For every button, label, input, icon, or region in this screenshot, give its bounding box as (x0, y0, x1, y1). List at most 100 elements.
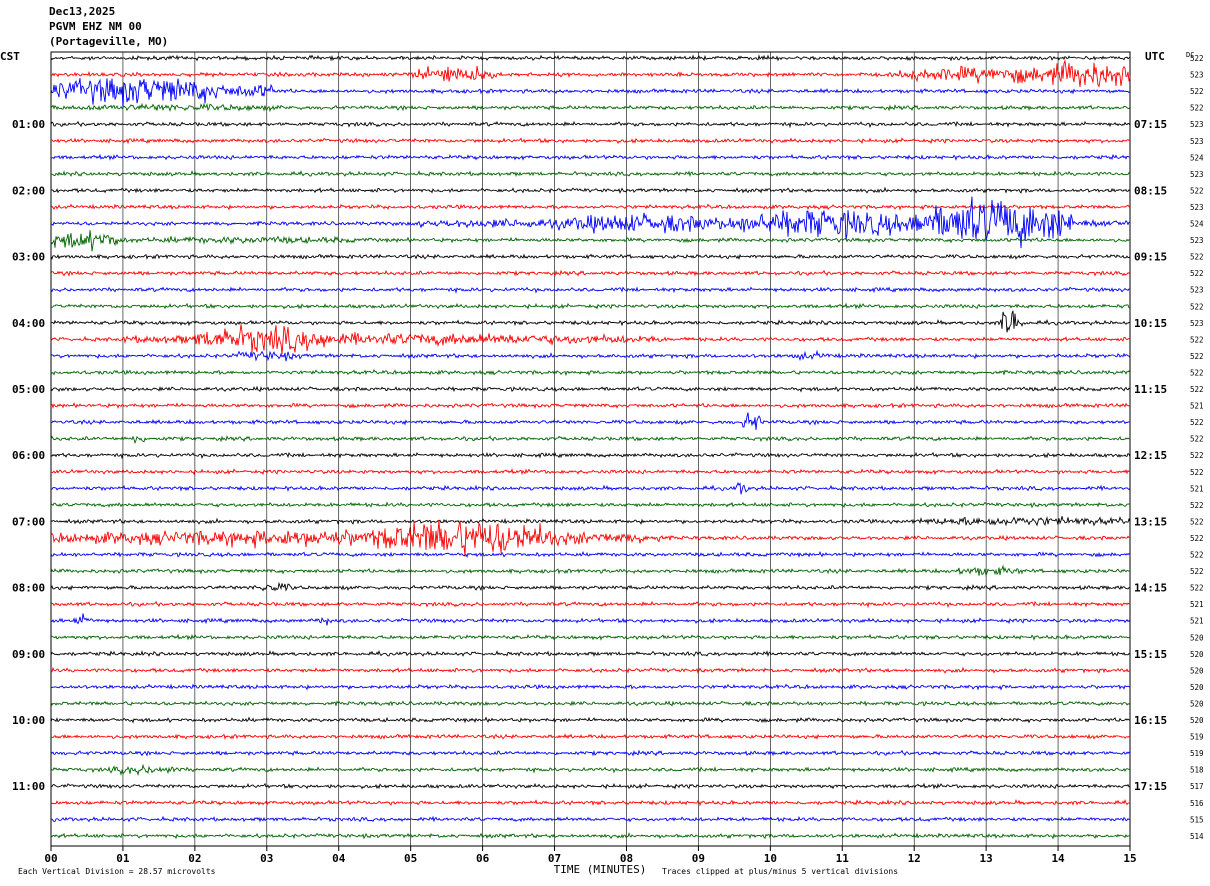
dc-offset-4: 522 (1190, 104, 1204, 113)
left-hour-label-7: 07:00 (12, 515, 45, 528)
location-label: (Portageville, MO) (49, 35, 169, 48)
right-hour-label-5: 11:15 (1134, 383, 1167, 396)
dc-offset-18: 522 (1190, 335, 1204, 344)
right-hour-label-4: 10:15 (1134, 317, 1167, 330)
x-tick-label-06: 06 (476, 852, 490, 865)
dc-offset-42: 519 (1190, 733, 1204, 742)
trace-34 (50, 600, 1131, 609)
trace-1 (50, 54, 1131, 62)
trace-45 (50, 782, 1131, 790)
trace-37 (50, 649, 1131, 657)
dc-offset-47: 515 (1190, 815, 1204, 824)
dc-offset-12: 523 (1190, 236, 1204, 245)
left-timezone-label: CST (0, 50, 20, 63)
trace-5 (50, 120, 1131, 129)
dc-offset-46: 516 (1190, 799, 1204, 808)
dc-offset-6: 523 (1190, 137, 1204, 146)
trace-16 (50, 302, 1131, 310)
dc-offset-31: 522 (1190, 551, 1204, 560)
left-hour-label-9: 09:00 (12, 648, 45, 661)
dc-offset-7: 524 (1190, 153, 1204, 162)
trace-10 (50, 203, 1131, 211)
right-hour-label-1: 07:15 (1134, 118, 1167, 131)
dc-label: DC (1186, 51, 1194, 59)
dc-offset-16: 522 (1190, 302, 1204, 311)
left-hour-label-8: 08:00 (12, 582, 45, 595)
x-tick-label-07: 07 (548, 852, 561, 865)
dc-offset-20: 522 (1190, 368, 1204, 377)
dc-offset-15: 523 (1190, 286, 1204, 295)
dc-offset-36: 520 (1190, 633, 1204, 642)
trace-27 (50, 481, 1131, 495)
trace-33 (50, 581, 1131, 592)
dc-offset-2: 523 (1190, 71, 1204, 80)
trace-23 (51, 412, 1131, 431)
left-hour-label-11: 11:00 (12, 780, 45, 793)
dc-offset-34: 521 (1190, 600, 1204, 609)
dc-offset-19: 522 (1190, 352, 1204, 361)
trace-9 (50, 186, 1131, 194)
dc-offset-44: 518 (1190, 766, 1204, 775)
right-hour-label-2: 08:15 (1134, 184, 1167, 197)
left-hour-label-10: 10:00 (12, 714, 45, 727)
left-hour-label-1: 01:00 (12, 118, 45, 131)
trace-43 (50, 749, 1131, 757)
trace-38 (50, 666, 1131, 674)
trace-36 (50, 633, 1131, 641)
trace-42 (50, 733, 1131, 741)
trace-41 (50, 716, 1131, 724)
left-hour-label-6: 06:00 (12, 449, 45, 462)
dc-offset-17: 523 (1190, 319, 1204, 328)
dc-offset-32: 522 (1190, 567, 1204, 576)
trace-44 (50, 763, 1131, 776)
x-tick-label-02: 02 (188, 852, 201, 865)
right-hour-label-6: 12:15 (1134, 449, 1167, 462)
dc-offset-5: 523 (1190, 120, 1204, 129)
date-label: Dec13,2025 (49, 5, 116, 18)
trace-29 (50, 515, 1131, 527)
dc-offset-24: 522 (1190, 435, 1204, 444)
right-hour-label-3: 09:15 (1134, 251, 1167, 264)
trace-8 (50, 170, 1131, 177)
trace-6 (50, 137, 1131, 145)
right-timezone-label: UTC (1145, 50, 1165, 63)
left-hour-label-2: 02:00 (12, 184, 45, 197)
trace-19 (50, 349, 1131, 362)
x-tick-label-15: 15 (1123, 852, 1136, 865)
trace-14 (50, 269, 1131, 277)
x-tick-label-13: 13 (980, 852, 993, 865)
trace-15 (50, 286, 1131, 294)
left-hour-label-3: 03:00 (12, 251, 45, 264)
dc-offset-37: 520 (1190, 650, 1204, 659)
dc-offset-9: 522 (1190, 186, 1204, 195)
trace-31 (50, 551, 1131, 559)
trace-39 (50, 683, 1131, 691)
trace-4 (50, 102, 1131, 113)
dc-offset-30: 522 (1190, 534, 1204, 543)
dc-offset-22: 521 (1190, 402, 1204, 411)
dc-offset-43: 519 (1190, 749, 1204, 758)
dc-offset-29: 522 (1190, 517, 1204, 526)
scale-note: Each Vertical Division = 28.57 microvolt… (18, 867, 216, 876)
dc-offset-8: 523 (1190, 170, 1204, 179)
trace-22 (50, 402, 1131, 410)
station-label: PGVM EHZ NM 00 (49, 20, 142, 33)
x-tick-label-10: 10 (764, 852, 777, 865)
trace-3 (50, 78, 1131, 109)
trace-28 (50, 501, 1131, 509)
trace-18 (50, 324, 1131, 355)
trace-47 (50, 815, 1131, 823)
dc-offset-3: 522 (1190, 87, 1204, 96)
dc-offset-27: 521 (1190, 484, 1204, 493)
dc-offset-35: 521 (1190, 617, 1204, 626)
x-tick-label-09: 09 (692, 852, 705, 865)
dc-offset-40: 520 (1190, 699, 1204, 708)
x-tick-label-01: 01 (116, 852, 130, 865)
trace-40 (50, 700, 1131, 707)
dc-offset-1: 522 (1190, 54, 1204, 63)
dc-offset-23: 522 (1190, 418, 1204, 427)
dc-offset-21: 522 (1190, 385, 1204, 394)
dc-offset-33: 522 (1190, 584, 1204, 593)
dc-offset-41: 520 (1190, 716, 1204, 725)
dc-offset-25: 522 (1190, 451, 1204, 460)
